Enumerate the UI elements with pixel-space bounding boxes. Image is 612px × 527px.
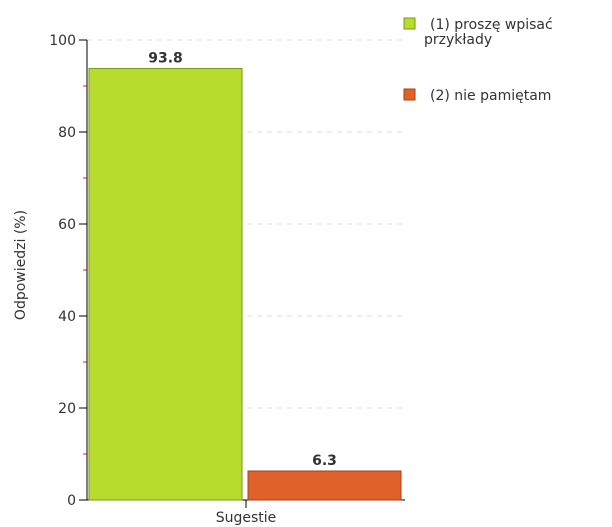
legend-label: przykłady bbox=[424, 32, 492, 48]
data-labels: 93.8 6.3 bbox=[148, 51, 337, 469]
y-tick-label: 40 bbox=[58, 309, 76, 325]
bars bbox=[88, 68, 402, 501]
legend-label: (1) proszę wpisać bbox=[430, 17, 553, 33]
legend-swatch bbox=[403, 17, 416, 30]
y-tick-label: 0 bbox=[67, 493, 76, 509]
y-tick-label: 100 bbox=[49, 33, 76, 49]
y-tick-label: 60 bbox=[58, 217, 76, 233]
y-axis-label: Odpowiedzi (%) bbox=[13, 210, 29, 320]
bar bbox=[88, 68, 243, 501]
y-tick-label: 80 bbox=[58, 125, 76, 141]
bar bbox=[247, 470, 402, 501]
data-label: 93.8 bbox=[148, 51, 183, 67]
data-label: 6.3 bbox=[312, 453, 337, 469]
y-tick-label: 20 bbox=[58, 401, 76, 417]
x-category-label: Sugestie bbox=[216, 510, 277, 526]
legend-swatch bbox=[403, 88, 416, 101]
legend-label: (2) nie pamiętam bbox=[430, 88, 551, 104]
